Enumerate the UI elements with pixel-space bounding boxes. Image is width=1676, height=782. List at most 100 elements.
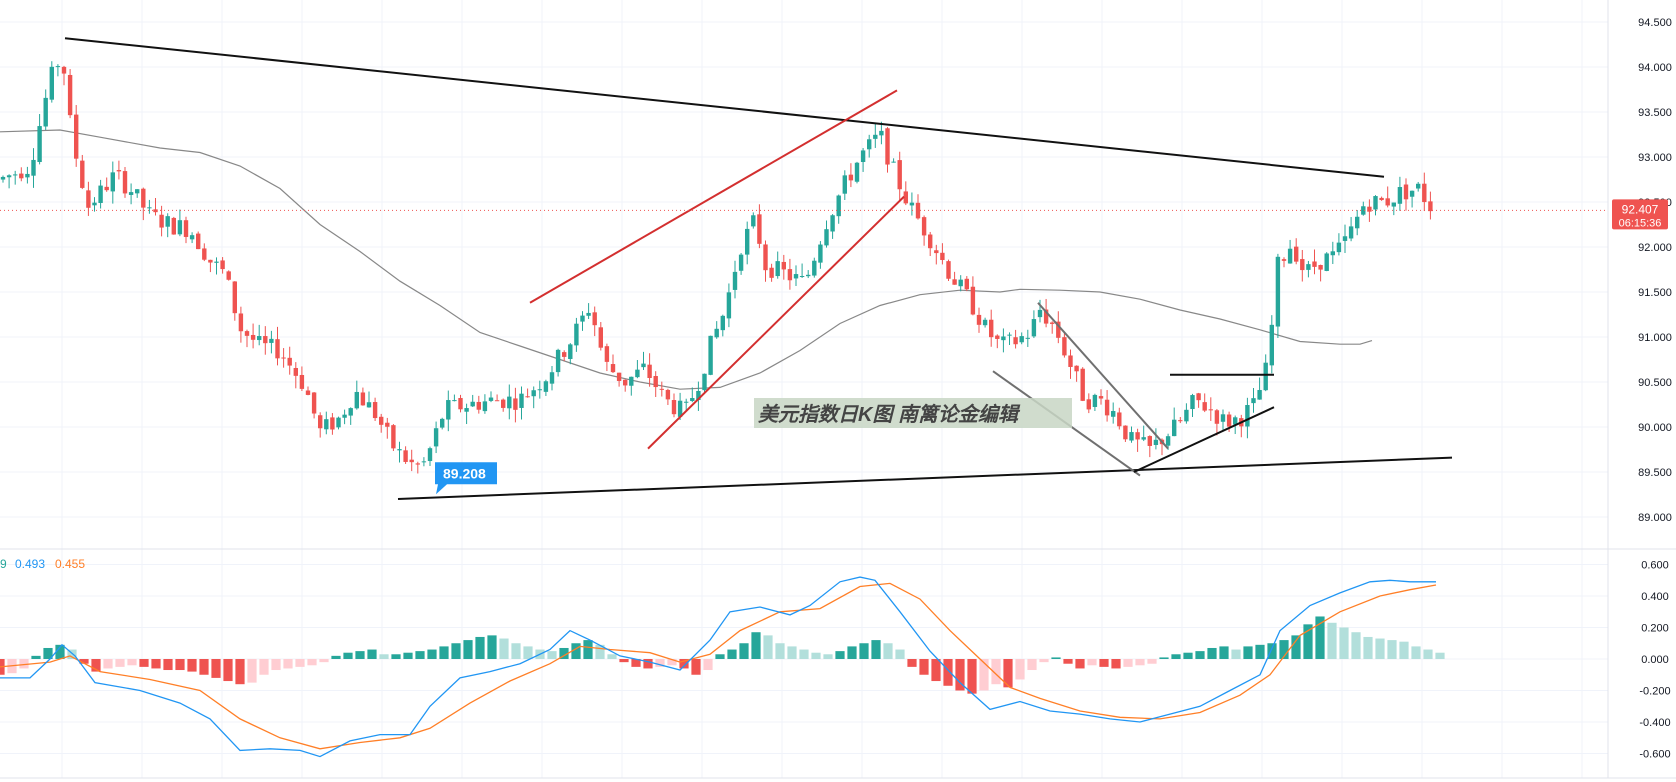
bearish-candle: [964, 278, 969, 290]
bullish-candle: [732, 271, 738, 290]
bearish-candle: [159, 214, 164, 228]
bearish-candle: [665, 389, 671, 400]
bullish-candle: [836, 195, 841, 217]
macd-histogram-bar: [1015, 659, 1025, 680]
bearish-candle: [1422, 183, 1427, 203]
bearish-candle: [1098, 396, 1104, 399]
bullish-candle: [128, 192, 134, 195]
bullish-candle: [1141, 437, 1146, 440]
macd-histogram-bar: [19, 659, 29, 669]
macd-histogram-bar: [859, 643, 869, 659]
macd-histogram-bar: [679, 659, 689, 669]
macd-histogram-bar: [247, 659, 257, 683]
bullish-candle: [1092, 394, 1098, 407]
macd-histogram-bar: [895, 649, 905, 659]
bullish-candle: [1306, 264, 1311, 270]
macd-histogram-bar: [703, 659, 713, 671]
bullish-candle: [1025, 337, 1030, 339]
bearish-candle: [592, 312, 597, 326]
bullish-candle: [25, 173, 30, 178]
macd-histogram-bar: [1375, 638, 1385, 659]
price-axis-tick-label: 89.000: [1638, 512, 1672, 524]
price-axis-tick-label: 90.000: [1638, 422, 1672, 434]
bullish-candle: [324, 419, 329, 430]
bearish-candle: [232, 281, 237, 314]
bullish-candle: [6, 175, 12, 178]
macd-histogram-bar: [343, 652, 353, 659]
bullish-candle: [55, 66, 61, 68]
macd-histogram-bar: [1051, 657, 1061, 659]
bearish-candle: [141, 188, 146, 208]
macd-histogram-bar: [823, 654, 833, 659]
bearish-candle: [659, 388, 664, 390]
bullish-candle: [641, 363, 646, 368]
bullish-candle: [635, 369, 640, 378]
bearish-candle: [671, 400, 677, 415]
macd-histogram-bar: [187, 659, 197, 672]
macd-histogram-bar: [55, 644, 65, 659]
macd-histogram-bar: [1159, 657, 1169, 659]
bearish-candle: [1013, 337, 1018, 345]
macd-histogram-bar: [1063, 659, 1073, 664]
macd-histogram-bar: [835, 651, 845, 659]
macd-line: [0, 576, 1436, 758]
macd-histogram-bar: [931, 659, 941, 682]
bullish-candle: [867, 139, 872, 150]
bullish-candle: [1172, 419, 1177, 437]
bullish-candle: [1245, 405, 1250, 427]
macd-histogram-bar: [211, 659, 221, 678]
trendlines-layer: [0, 37, 1608, 500]
bearish-candle: [494, 400, 500, 402]
macd-histogram-bar: [1171, 654, 1181, 659]
bearish-candle: [263, 336, 268, 344]
bearish-candle: [1202, 402, 1207, 411]
bullish-candle: [1220, 414, 1226, 422]
macd-histogram-bar: [463, 640, 473, 659]
low-price-label-background: [435, 462, 497, 495]
macd-histogram-bar: [1183, 652, 1193, 659]
bearish-candle: [1056, 321, 1061, 338]
macd-histogram-bar: [1339, 627, 1349, 659]
bearish-candle: [1318, 265, 1323, 270]
bearish-candle: [647, 364, 652, 378]
watermark-text: 美元指数日K图 南篱论金编辑: [758, 403, 1021, 426]
bullish-candle: [1275, 256, 1281, 327]
macd-histogram-bar: [475, 636, 485, 659]
macd-histogram-bar: [1255, 644, 1265, 659]
bearish-candle: [1403, 184, 1409, 200]
bullish-candle: [702, 373, 707, 391]
bearish-candle: [885, 128, 890, 165]
bearish-candle: [934, 250, 939, 254]
bullish-candle: [1111, 411, 1116, 417]
bearish-candle: [1385, 198, 1390, 206]
macd-histogram-bar: [403, 652, 413, 659]
bullish-candle: [531, 390, 536, 397]
bearish-candle: [1135, 432, 1140, 440]
price-axis-tick-label: 94.500: [1638, 17, 1672, 29]
bearish-candle: [787, 269, 793, 281]
bearish-candle: [976, 314, 982, 325]
bearish-candle: [238, 313, 244, 332]
bullish-candle: [135, 189, 140, 194]
trendline-black: [1133, 406, 1275, 473]
macd-histogram-bar: [427, 649, 437, 659]
bearish-candle: [1214, 410, 1220, 424]
macd-histogram-bar: [355, 651, 365, 659]
macd-histogram-bar: [643, 659, 653, 669]
macd-histogram-bar: [799, 649, 809, 659]
macd-histogram-bar: [1351, 632, 1361, 659]
price-axis-tick-label: 91.000: [1638, 332, 1672, 344]
bullish-candle: [555, 349, 561, 373]
macd-histogram-bar: [1315, 616, 1325, 659]
low-price-label[interactable]: 89.208: [435, 462, 497, 495]
bullish-candle: [482, 401, 488, 412]
bullish-candle: [1361, 206, 1366, 215]
bullish-candle: [421, 461, 427, 463]
bearish-candle: [1068, 355, 1073, 367]
bullish-candle: [549, 372, 555, 384]
bearish-candle: [281, 357, 286, 359]
bullish-candle: [1330, 251, 1335, 256]
macd-histogram-bar: [1363, 636, 1373, 659]
macd-histogram-bar: [619, 659, 629, 663]
